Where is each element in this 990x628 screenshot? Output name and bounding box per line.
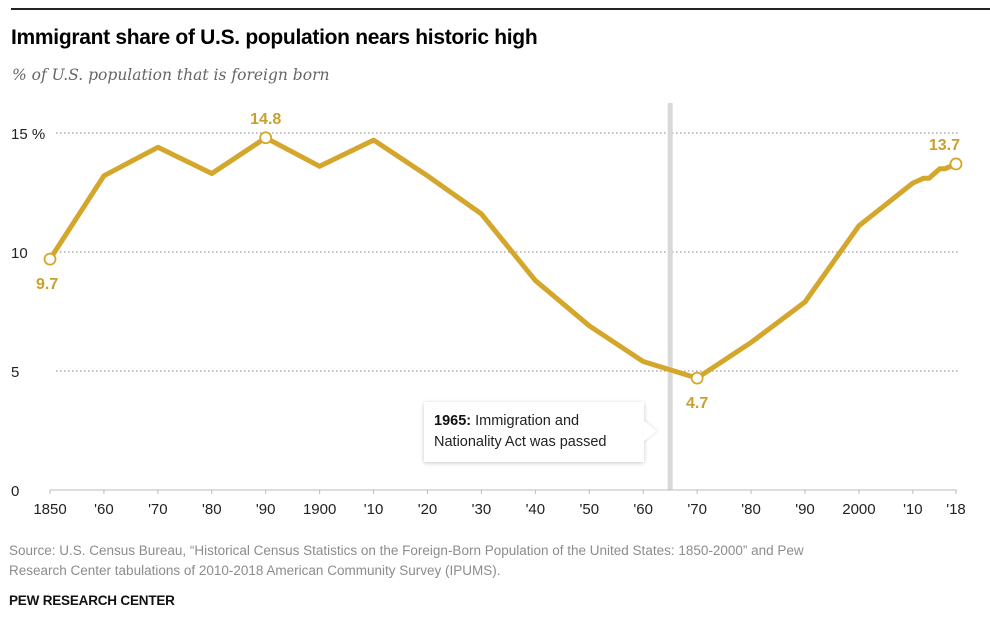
x-axis: 1850 '60 '70 '80 '90 1900 '10 '20 '30 '40 '50 '60 '7… (33, 489, 966, 518)
data-point-marker (949, 157, 963, 171)
y-tick-label: 5 (11, 364, 19, 381)
x-tick-label: 1900 (303, 501, 336, 518)
data-label: 14.8 (250, 111, 281, 128)
x-tick-label: '60 (633, 501, 653, 518)
y-axis-labels: 0 5 10 15 % (11, 126, 45, 500)
source-line-2: Research Center tabulations of 2010-2018… (9, 563, 501, 578)
x-tick-label: '40 (526, 501, 546, 518)
series-line (47, 135, 959, 381)
x-tick-label: 2000 (842, 501, 875, 518)
source-note: Source: U.S. Census Bureau, “Historical … (9, 541, 969, 581)
data-label: 9.7 (36, 276, 58, 293)
x-tick-label: '80 (741, 501, 761, 518)
chart-subtitle: % of U.S. population that is foreign bor… (12, 66, 330, 84)
data-point-marker (43, 252, 57, 266)
x-tick-label: '90 (795, 501, 815, 518)
chart-title: Immigrant share of U.S. population nears… (11, 26, 538, 49)
data-point-marker (259, 131, 273, 145)
series-layer (47, 135, 959, 381)
data-label: 4.7 (686, 395, 708, 412)
annotation-text-line1: Immigration and (475, 413, 580, 429)
top-rule (11, 8, 990, 10)
data-labels: 9.7 14.8 4.7 13.7 (36, 111, 963, 412)
x-tick-label: '70 (148, 501, 168, 518)
x-tick-label: '20 (418, 501, 438, 518)
annotation-callout: 1965: Immigration and Nationality Act wa… (424, 402, 644, 462)
y-tick-label: 0 (11, 483, 19, 500)
x-tick-label: '70 (687, 501, 707, 518)
data-point-marker (690, 371, 704, 385)
gridlines (56, 132, 958, 372)
y-tick-label: 15 % (11, 126, 45, 143)
x-tick-label: '18 (946, 501, 966, 518)
x-tick-label: '10 (903, 501, 923, 518)
annotation-text-line2: Nationality Act was passed (434, 434, 607, 450)
source-line-1: Source: U.S. Census Bureau, “Historical … (9, 543, 804, 558)
x-tick-label: '10 (364, 501, 384, 518)
x-tick-label: '30 (472, 501, 492, 518)
y-tick-label: 10 (11, 245, 28, 262)
data-label: 13.7 (929, 137, 960, 154)
x-tick-label: '50 (580, 501, 600, 518)
x-tick-label: 1850 (33, 501, 66, 518)
x-tick-label: '60 (94, 501, 114, 518)
brand-label: PEW RESEARCH CENTER (9, 593, 175, 608)
annotation-year: 1965: (434, 413, 472, 429)
x-tick-label: '90 (256, 501, 276, 518)
x-tick-label: '80 (202, 501, 222, 518)
annotation-pointer (643, 420, 657, 442)
